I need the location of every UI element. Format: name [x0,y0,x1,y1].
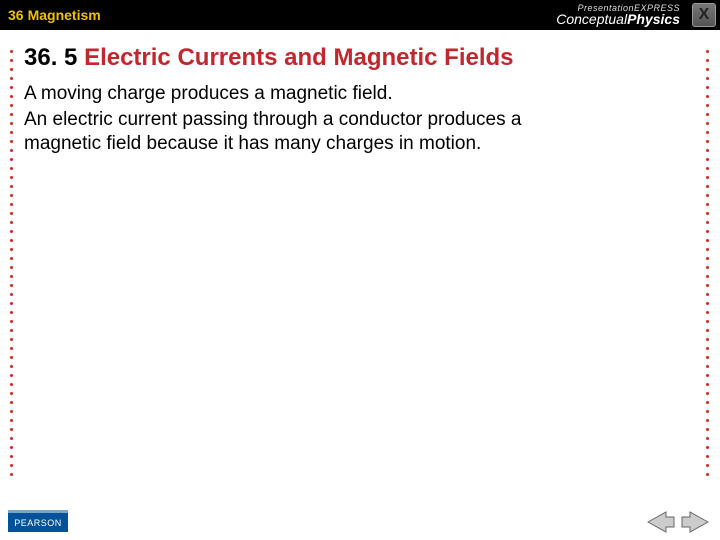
chapter-number: 36 [8,7,24,23]
brand-area: PresentationEXPRESS ConceptualPhysics [556,0,684,30]
body-text: A moving charge produces a magnetic fiel… [24,82,584,155]
top-bar: 36 Magnetism PresentationEXPRESS Concept… [0,0,720,30]
paragraph-1: A moving charge produces a magnetic fiel… [24,82,584,106]
next-arrow-icon[interactable] [680,510,710,534]
brand-book-heavy: Physics [627,11,680,27]
footer: PEARSON [0,500,720,540]
paragraph-2: An electric current passing through a co… [24,108,584,156]
chapter-label: 36 Magnetism [0,7,101,23]
section-title: 36. 5 Electric Currents and Magnetic Fie… [24,44,698,72]
close-icon: X [699,6,710,24]
close-button[interactable]: X [692,3,716,27]
publisher-logo: PEARSON [8,510,68,532]
brand-book: ConceptualPhysics [556,11,680,27]
section-number: 36. 5 [24,44,77,71]
brand-book-light: Conceptual [556,11,627,27]
section-name: Electric Currents and Magnetic Fields [84,44,513,71]
prev-arrow-icon[interactable] [646,510,676,534]
chapter-title: Magnetism [28,7,101,23]
slide-content: 36. 5 Electric Currents and Magnetic Fie… [0,30,720,500]
nav-arrows [646,510,710,534]
